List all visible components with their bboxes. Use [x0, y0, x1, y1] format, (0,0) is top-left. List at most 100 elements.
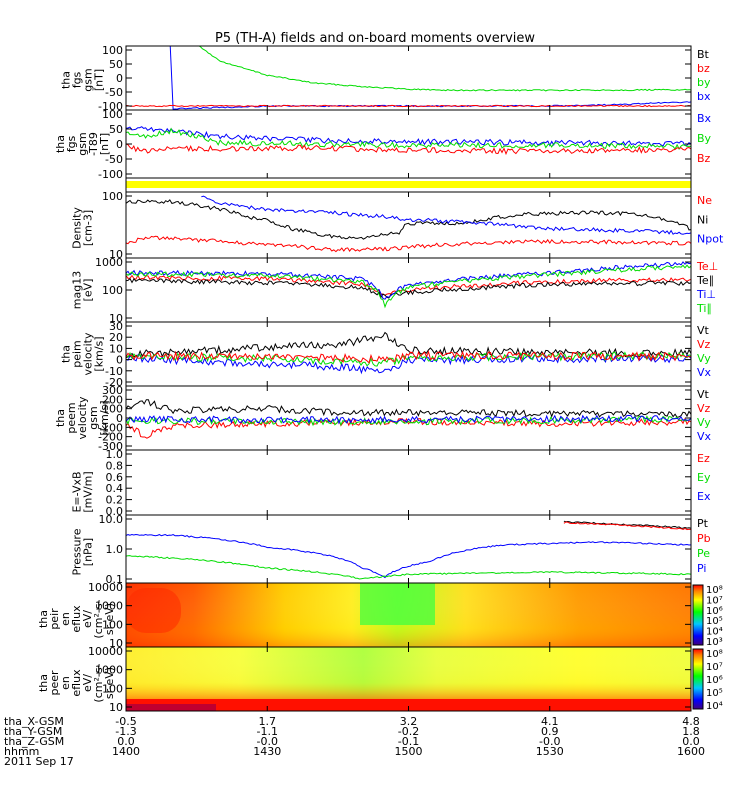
ytick-label-fgs: 0 [116, 72, 123, 85]
ytick-label-density: 100 [102, 190, 123, 203]
series-density-Ne [126, 235, 691, 253]
legend-pressure-Pe: Pe [697, 547, 710, 560]
legend-peem_vel-Vz: Vz [697, 402, 711, 415]
xaxis-row-value: 4.1 [541, 715, 559, 728]
ytick-label-peir: 10000 [88, 581, 123, 594]
legend-temp-Te⊥: Te⊥ [696, 260, 718, 273]
legend-pressure-Pb: Pb [697, 532, 711, 545]
ylabel-pressure: Pressure [71, 528, 84, 575]
ytick-label-peer: 10 [109, 701, 123, 714]
series-fgs_t89-By [126, 127, 691, 151]
ytick-label-fgs_t89: 100 [102, 108, 123, 121]
legend-density-Ne: Ne [697, 194, 712, 207]
ylabel-peir: eV/ [81, 610, 94, 628]
ytick-label-peem_vel: 200 [102, 393, 123, 406]
ytick-label-fgs_t89: 0 [116, 138, 123, 151]
ylabel-peir: en [59, 612, 72, 626]
series-group-temp [126, 261, 691, 309]
series-pressure-Pb [563, 521, 691, 531]
ytick-label-peim_vel: 20 [109, 331, 123, 344]
ytick-label-peim_vel: -20 [105, 376, 123, 389]
series-peim_vel-Vy [126, 351, 691, 367]
colorbar-label-peer: 10⁵ [706, 688, 723, 699]
ytick-label-fgs: 50 [109, 58, 123, 71]
ytick-label-fgs_t89: 50 [109, 123, 123, 136]
legend-density-Ni: Ni [697, 213, 708, 226]
colorbar-label-peer: 10⁶ [706, 675, 723, 686]
ytick-label-peir: 100 [102, 618, 123, 631]
quality-flag-bar [126, 181, 691, 188]
ylabel-peer: eflux [70, 669, 83, 697]
ytick-label-peer: 1000 [95, 664, 123, 677]
ytick-label-peem_vel: -200 [98, 431, 123, 444]
series-group-peem_vel [126, 399, 691, 439]
ylabel-peem_vel: peem [65, 402, 78, 433]
legend-peem_vel-Vt: Vt [697, 388, 710, 401]
panel-frame-temp [125, 257, 692, 323]
panel-frame-fgs [125, 45, 692, 111]
xaxis-row-value: -0.0 [257, 735, 278, 748]
legend-pressure-Pt: Pt [697, 517, 709, 530]
ytick-label-temp: 100 [102, 284, 123, 297]
ytick-label-peim_vel: 0 [116, 354, 123, 367]
ylabel-fgs: fgs [71, 71, 84, 88]
colorbar-label-peer: 10⁸ [706, 649, 723, 660]
ylabel-fgs_t89: -T89 [87, 132, 100, 156]
series-fgs-by [198, 46, 691, 92]
ylabel-temp: mag13 [71, 271, 84, 309]
ylabel-fgs_t89: [nT] [98, 133, 111, 155]
ylabel-peer: (cm²-s- [92, 663, 105, 702]
series-density-Npot [201, 195, 691, 235]
colorbar-label-peer: 10⁴ [706, 701, 723, 712]
legend-pressure-Pi: Pi [697, 562, 706, 575]
xaxis-row-value: -1.1 [257, 725, 278, 738]
series-group-fgs [126, 46, 691, 110]
ylabel-peir: sr-eV) [103, 603, 116, 635]
legend-fgs-bx: bx [697, 90, 711, 103]
ytick-label-efield: 0.4 [106, 482, 124, 495]
xaxis-row-label: tha_Z-GSM [4, 735, 64, 748]
series-temp-Te∥ [126, 277, 691, 299]
legend-temp-Ti∥: Ti∥ [696, 302, 712, 315]
legend-efield-Ez: Ez [697, 452, 710, 465]
series-pressure-Pt [563, 520, 691, 529]
ylabel-peer: peer [48, 670, 61, 696]
xaxis-row-value: 1.7 [259, 715, 277, 728]
series-temp-Te⊥ [126, 274, 691, 296]
series-group-density [126, 195, 691, 253]
series-pressure-Pi [126, 533, 691, 579]
legend-temp-Ti⊥: Ti⊥ [696, 288, 716, 301]
ylabel-peer: tha [37, 674, 50, 692]
ytick-label-pressure: 10.0 [99, 513, 124, 526]
ylabel-peem_vel: [km/s] [98, 400, 111, 435]
colorbar-label-peir: 10⁶ [706, 606, 723, 617]
xaxis-row-value: 0.0 [117, 735, 135, 748]
ylabel-peir: (cm²-s- [92, 599, 105, 638]
peer-low-energy-core [126, 704, 216, 711]
ylabel-peim_vel: tha [60, 345, 73, 363]
xaxis-row-value: -1.3 [115, 725, 136, 738]
xaxis-row-value: -0.5 [115, 715, 136, 728]
series-temp-Ti∥ [126, 264, 691, 309]
colorbar-peir [692, 584, 704, 646]
ylabel-peim_vel: [km/s] [93, 336, 106, 371]
ytick-label-peem_vel: -100 [98, 421, 123, 434]
legend-efield-Ey: Ey [697, 471, 711, 484]
legend-fgs_t89-By: By [697, 132, 712, 145]
legend-fgs_t89-Bz: Bz [697, 152, 711, 165]
legend-efield-Ex: Ex [697, 490, 711, 503]
ylabel-fgs_t89: tha [54, 135, 67, 153]
ytick-label-fgs_t89: -50 [105, 153, 123, 166]
ytick-label-efield: 0.2 [106, 494, 124, 507]
ytick-label-peem_vel: 0 [116, 412, 123, 425]
series-group-pressure [126, 520, 691, 580]
panel-frame-efield [125, 449, 692, 516]
ylabel-peir: tha [37, 610, 50, 628]
ylabel-peim_vel: velocity [82, 332, 95, 375]
xaxis-row-value: 3.2 [400, 715, 418, 728]
ytick-label-pressure: 1.0 [106, 543, 124, 556]
xaxis-row-value: -0.1 [398, 735, 419, 748]
ytick-label-efield: 1.0 [106, 448, 124, 461]
xaxis-row-label: hhmm [4, 745, 39, 758]
ylabel-density: Density [71, 207, 84, 249]
